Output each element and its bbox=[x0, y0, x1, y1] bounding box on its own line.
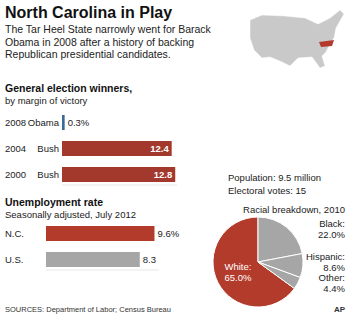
data-label: 8.3 bbox=[143, 254, 156, 265]
chart-title: Racial breakdown, 2010 bbox=[243, 204, 345, 215]
slice-label: Other: bbox=[319, 272, 345, 283]
subtitle: The Tar Heel State narrowly went for Bar… bbox=[5, 23, 229, 61]
bars bbox=[62, 115, 175, 182]
category-label: 2004 bbox=[5, 143, 26, 154]
us-map bbox=[250, 10, 344, 68]
title: North Carolina in Play bbox=[5, 4, 172, 21]
fact: Electoral votes: 15 bbox=[228, 185, 306, 196]
category-label: U.S. bbox=[5, 254, 23, 265]
data-label: 0.3% bbox=[68, 117, 90, 128]
chart-subtitle: by margin of victory bbox=[5, 95, 88, 106]
bar bbox=[62, 141, 172, 156]
chart-title: General election winners, bbox=[5, 82, 132, 94]
credit: AP bbox=[334, 305, 346, 314]
axis-line bbox=[46, 270, 159, 271]
chart-subtitle: Seasonally adjusted, July 2012 bbox=[5, 209, 136, 220]
chart-title: Unemployment rate bbox=[5, 196, 103, 208]
bar bbox=[46, 252, 140, 267]
winner-label: Bush bbox=[37, 169, 59, 180]
data-label: 12.8 bbox=[154, 169, 173, 180]
data-label: 65.0% bbox=[224, 272, 251, 283]
fact: Population: 9.5 million bbox=[228, 172, 321, 183]
axis-line bbox=[62, 185, 177, 186]
data-label: 22.0% bbox=[318, 229, 345, 240]
category-label: N.C. bbox=[5, 228, 24, 239]
sources: SOURCES: Department of Labor; Census Bur… bbox=[5, 305, 171, 314]
winner-label: Obama bbox=[28, 117, 60, 128]
data-label: 12.4 bbox=[150, 143, 169, 154]
category-label: 2000 bbox=[5, 169, 26, 180]
data-label: 9.6% bbox=[157, 228, 179, 239]
bars bbox=[46, 226, 154, 267]
chart-canvas: North Carolina in Play Population: 9.5 mi… bbox=[0, 0, 349, 316]
data-label: 4.4% bbox=[323, 283, 345, 294]
bar bbox=[46, 226, 154, 241]
winner-label: Bush bbox=[37, 143, 59, 154]
slice-label: Black: bbox=[319, 218, 345, 229]
category-label: 2008 bbox=[5, 117, 26, 128]
bar bbox=[62, 115, 65, 130]
slice-label: Hispanic: bbox=[306, 251, 345, 262]
nc-highlight bbox=[319, 40, 334, 47]
bar bbox=[62, 167, 175, 182]
slice-label: White: bbox=[224, 261, 251, 272]
slice bbox=[258, 262, 300, 288]
